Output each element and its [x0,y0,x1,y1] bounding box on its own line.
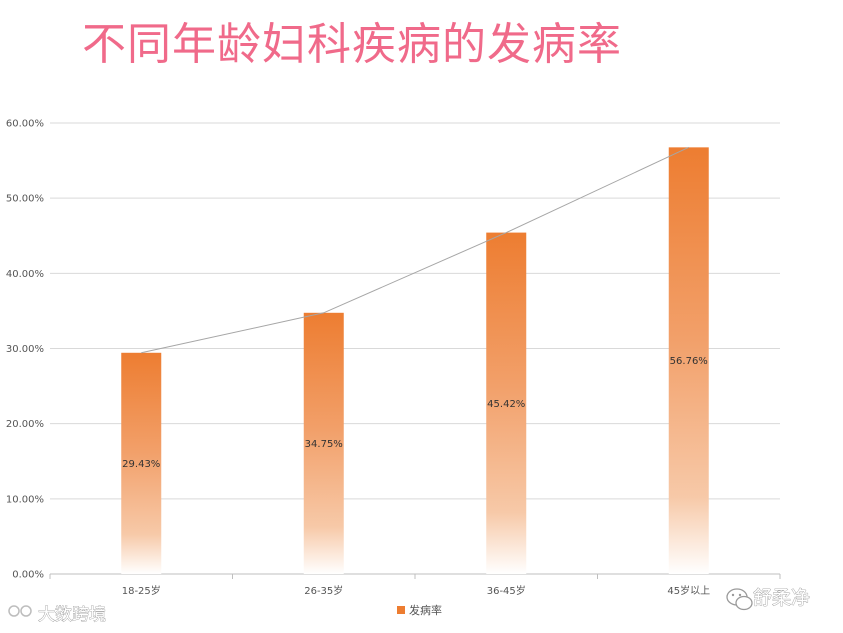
x-tick-label: 26-35岁 [304,584,343,597]
y-tick-label: 40.00% [6,269,44,280]
y-tick-label: 0.00% [12,570,44,581]
bars [121,147,709,574]
watermark-right-text: 舒柔净 [753,587,810,609]
watermark-logo-icon [8,605,32,617]
data-label: 34.75% [305,439,343,450]
y-tick-label: 10.00% [6,494,44,505]
y-axis-tick-labels: 0.00% 10.00% 20.00% 30.00% 40.00% 50.00% 60.00… [6,119,44,581]
y-tick-label: 50.00% [6,194,44,205]
x-tick-label: 36-45岁 [487,584,526,597]
gridlines [49,122,781,579]
data-label: 45.42% [487,399,525,410]
wechat-icon [726,588,753,611]
x-axis-tick-labels: 18-25岁 26-35岁 36-45岁 45岁以上 [122,584,710,597]
y-tick-label: 30.00% [6,344,44,355]
legend-swatch [397,606,405,614]
bar [303,312,344,574]
y-tick-label: 20.00% [6,419,44,430]
y-tick-label: 60.00% [6,119,44,130]
trend-line [141,146,689,354]
legend: 发病率 [397,603,442,617]
watermark-left: 大数跨境 [8,605,106,625]
trend-line-group [141,146,689,354]
x-tick-label: 45岁以上 [667,584,710,597]
data-label: 56.76% [670,356,708,367]
chart-title: 不同年龄妇科疾病的发病率 [82,19,622,70]
data-labels: 29.43% 34.75% 45.42% 56.76% [122,356,708,470]
bar [486,232,527,574]
watermark-right: 舒柔净 [726,587,810,611]
bar [121,352,162,574]
data-label: 29.43% [122,459,160,470]
x-tick-label: 18-25岁 [122,584,161,597]
watermark-left-text: 大数跨境 [38,605,106,625]
legend-label-fabinglv: 发病率 [409,603,442,617]
bar [668,147,709,574]
